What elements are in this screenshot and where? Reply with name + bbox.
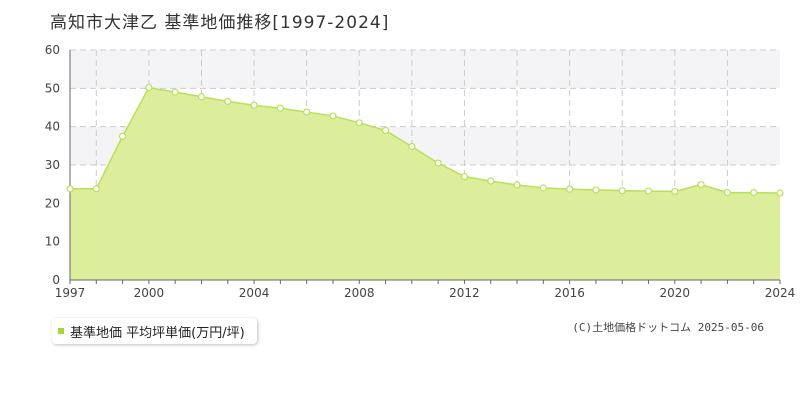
data-point xyxy=(644,187,653,195)
axes xyxy=(69,50,781,284)
y-tick-label: 50 xyxy=(45,81,60,95)
credit-text: (C)土地価格ドットコム 2025-05-06 xyxy=(572,321,764,334)
x-tick-label: 2012 xyxy=(449,286,480,300)
y-tick-label: 10 xyxy=(45,235,60,249)
data-point xyxy=(460,172,469,181)
y-tick-label: 60 xyxy=(45,43,60,57)
x-tick-label: 2020 xyxy=(660,286,691,300)
x-tick-label: 2024 xyxy=(765,286,796,300)
data-point xyxy=(750,189,758,197)
data-point xyxy=(92,185,100,193)
data-point xyxy=(566,185,574,193)
data-point xyxy=(276,104,284,112)
data-point xyxy=(329,112,337,120)
tick-labels: 0 10 20 30 40 50 60 1997 2000 2004 2008 2012 2016 202… xyxy=(45,43,796,300)
data-point xyxy=(513,181,521,189)
data-markers xyxy=(66,83,784,197)
x-tick-label: 2016 xyxy=(554,286,585,300)
data-point xyxy=(697,180,705,189)
data-point xyxy=(487,177,495,185)
x-tick-label: 2008 xyxy=(344,286,375,300)
data-point xyxy=(197,93,206,101)
legend-label: 基準地価 平均坪単価(万円/坪) xyxy=(70,325,245,341)
data-point xyxy=(171,88,179,96)
data-point xyxy=(303,108,311,116)
x-tick-label: 2004 xyxy=(239,286,270,300)
data-point xyxy=(408,143,416,151)
data-point xyxy=(723,189,732,197)
data-point xyxy=(355,119,363,127)
y-tick-label: 20 xyxy=(45,196,60,210)
data-point xyxy=(381,126,390,135)
legend-swatch-icon xyxy=(58,328,64,334)
y-tick-label: 0 xyxy=(52,273,60,287)
y-tick-label: 30 xyxy=(45,158,60,172)
data-point xyxy=(66,185,74,193)
series-area xyxy=(70,87,780,280)
data-point xyxy=(250,101,258,109)
data-point xyxy=(118,132,127,140)
data-point xyxy=(618,187,626,195)
x-tick-label: 1997 xyxy=(55,286,86,300)
data-point xyxy=(592,186,600,194)
data-point xyxy=(434,159,442,167)
area-layer xyxy=(70,86,781,280)
x-tick-label: 2000 xyxy=(134,286,165,300)
data-point xyxy=(671,187,679,196)
data-point xyxy=(224,97,232,105)
data-point xyxy=(776,189,784,197)
y-tick-label: 40 xyxy=(45,120,60,134)
background-band xyxy=(70,50,780,89)
chart-title: 高知市大津乙 基準地価推移[1997-2024] xyxy=(50,13,390,33)
legend: 基準地価 平均坪単価(万円/坪) xyxy=(52,318,257,344)
series-line xyxy=(70,86,781,194)
data-point xyxy=(539,184,547,192)
data-point xyxy=(145,83,153,92)
